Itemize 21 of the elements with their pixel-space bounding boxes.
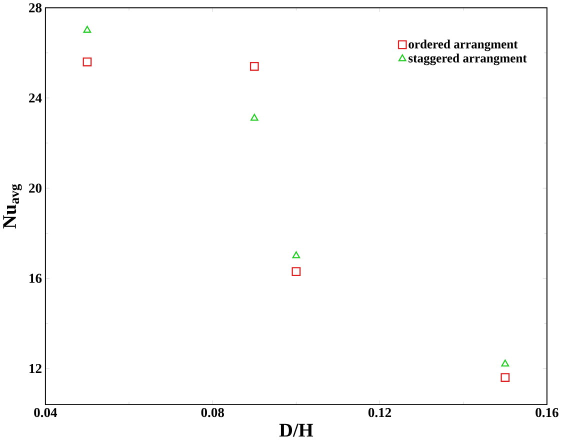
point <box>500 373 510 382</box>
y-tick-label: 12 <box>30 364 42 374</box>
point <box>83 26 92 33</box>
legend-label: staggered arrangment <box>408 54 527 66</box>
x-tick-label: 0.12 <box>368 408 392 418</box>
y-tick-label: 24 <box>29 94 42 102</box>
y-tick-label: 20 <box>29 184 42 193</box>
y-axis-title: Nu$_{avg}$ <box>3 184 22 229</box>
point <box>250 114 258 121</box>
x-tick-label: 0.08 <box>201 408 224 418</box>
x-tick-label: 0.04 <box>34 408 58 418</box>
x-tick-label: 0.16 <box>536 408 558 418</box>
x-axis-title: D/H <box>279 424 314 437</box>
point <box>292 267 301 276</box>
point <box>82 57 92 66</box>
point <box>501 360 510 367</box>
point <box>250 62 259 71</box>
y-tick-label: 28 <box>29 3 42 12</box>
legend-label: ordered arrangment <box>408 40 518 52</box>
y-tick-label: 16 <box>30 274 42 283</box>
point <box>292 251 300 258</box>
